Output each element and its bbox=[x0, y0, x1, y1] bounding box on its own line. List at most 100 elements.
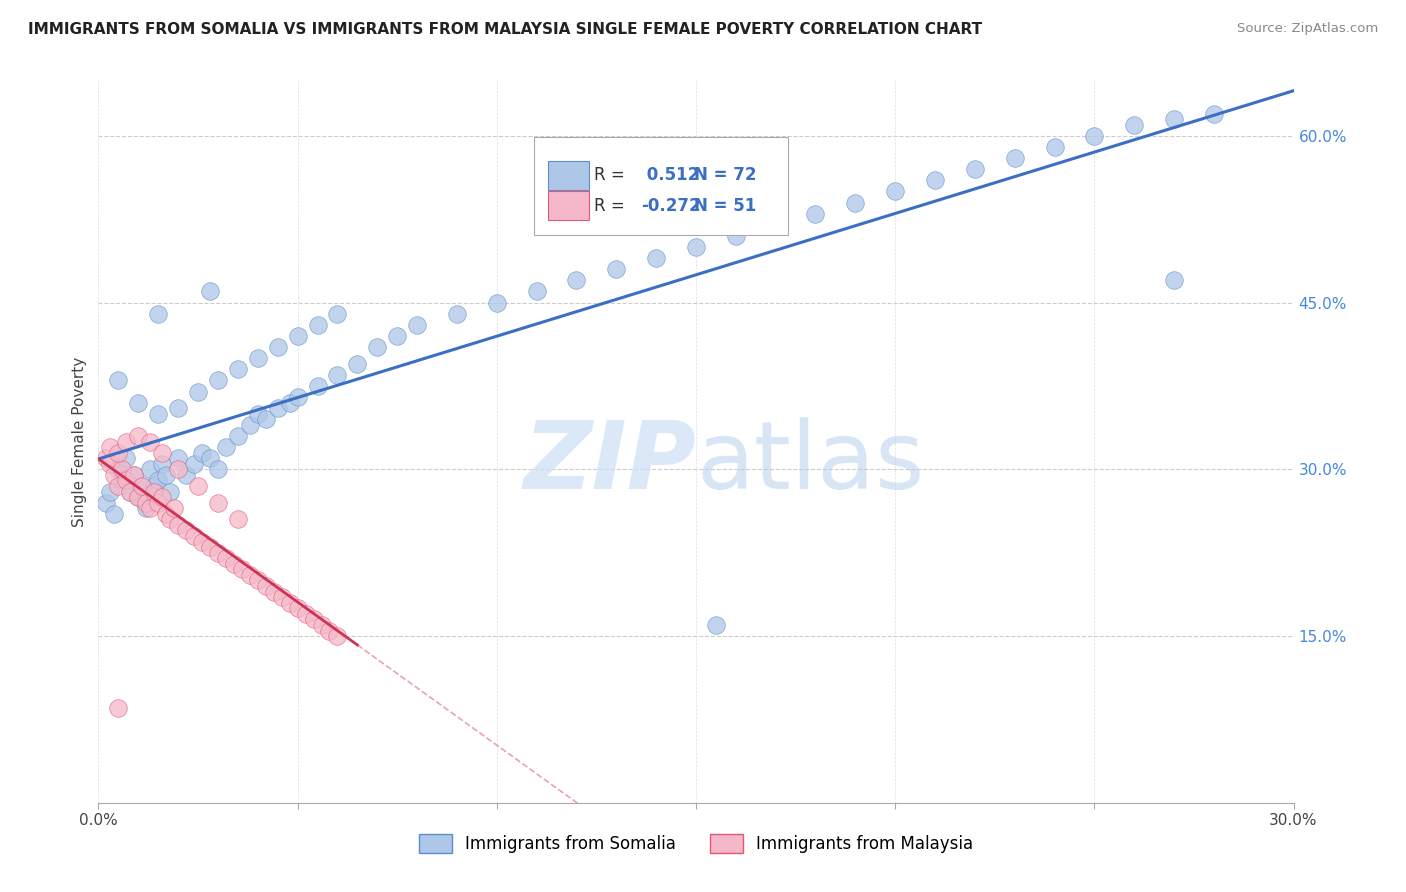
Point bbox=[167, 517, 190, 532]
Point bbox=[287, 329, 309, 343]
Point bbox=[150, 445, 173, 459]
Point bbox=[239, 417, 262, 432]
Point bbox=[98, 457, 122, 471]
Point bbox=[215, 551, 238, 566]
Point bbox=[148, 496, 170, 510]
Point bbox=[139, 501, 162, 516]
Point bbox=[1123, 118, 1146, 132]
Point bbox=[191, 445, 214, 459]
Point bbox=[127, 395, 149, 409]
Text: N = 51: N = 51 bbox=[695, 196, 756, 215]
Point bbox=[605, 262, 627, 277]
Point bbox=[267, 340, 290, 354]
Text: IMMIGRANTS FROM SOMALIA VS IMMIGRANTS FROM MALAYSIA SINGLE FEMALE POVERTY CORREL: IMMIGRANTS FROM SOMALIA VS IMMIGRANTS FR… bbox=[28, 22, 983, 37]
Point bbox=[307, 379, 329, 393]
Point bbox=[127, 490, 149, 504]
Point bbox=[120, 484, 142, 499]
Point bbox=[183, 529, 205, 543]
Point bbox=[96, 451, 118, 466]
Point bbox=[231, 562, 253, 576]
Point bbox=[804, 207, 827, 221]
Point bbox=[924, 173, 946, 187]
Text: ZIP: ZIP bbox=[523, 417, 696, 509]
Point bbox=[127, 490, 149, 504]
Point bbox=[246, 351, 269, 366]
Point bbox=[187, 479, 209, 493]
Point bbox=[198, 451, 221, 466]
Point bbox=[226, 362, 249, 376]
Text: atlas: atlas bbox=[696, 417, 924, 509]
Point bbox=[1163, 273, 1185, 287]
Point bbox=[1043, 140, 1066, 154]
Point bbox=[120, 484, 142, 499]
Point bbox=[148, 407, 170, 421]
Point bbox=[107, 445, 129, 459]
Point bbox=[844, 195, 866, 210]
Point bbox=[1004, 151, 1026, 165]
Point bbox=[107, 701, 129, 715]
Point bbox=[254, 412, 277, 426]
Point bbox=[307, 318, 329, 332]
Point bbox=[287, 601, 309, 615]
Point bbox=[135, 501, 157, 516]
Point bbox=[150, 490, 173, 504]
Point bbox=[143, 479, 166, 493]
Point bbox=[115, 451, 138, 466]
Text: 0.512: 0.512 bbox=[641, 166, 700, 185]
Text: R =: R = bbox=[593, 196, 624, 215]
Point bbox=[98, 484, 122, 499]
Point bbox=[526, 285, 548, 299]
Point bbox=[207, 462, 229, 476]
Point bbox=[107, 462, 129, 476]
Point bbox=[155, 467, 177, 482]
Point bbox=[963, 162, 986, 177]
Point bbox=[326, 629, 349, 643]
Point bbox=[645, 251, 668, 265]
Point bbox=[207, 496, 229, 510]
Point bbox=[287, 390, 309, 404]
Point bbox=[198, 540, 221, 554]
Point bbox=[111, 474, 134, 488]
Point bbox=[302, 612, 325, 626]
Point bbox=[159, 512, 181, 526]
Point bbox=[884, 185, 907, 199]
Point bbox=[163, 501, 186, 516]
Point bbox=[135, 496, 157, 510]
Point bbox=[222, 557, 245, 571]
Point bbox=[96, 496, 118, 510]
Point bbox=[406, 318, 429, 332]
Point bbox=[150, 457, 173, 471]
Point bbox=[131, 479, 153, 493]
Point bbox=[485, 295, 508, 310]
Point bbox=[207, 373, 229, 387]
Point bbox=[167, 401, 190, 416]
Point bbox=[246, 407, 269, 421]
Point bbox=[111, 462, 134, 476]
Point bbox=[215, 440, 238, 454]
Point bbox=[155, 507, 177, 521]
Point bbox=[1083, 128, 1105, 143]
Point bbox=[366, 340, 388, 354]
Point bbox=[267, 401, 290, 416]
Point bbox=[191, 534, 214, 549]
Point bbox=[115, 434, 138, 449]
Point bbox=[294, 607, 316, 621]
Point bbox=[226, 429, 249, 443]
Point bbox=[139, 434, 162, 449]
Point bbox=[183, 457, 205, 471]
Point bbox=[311, 618, 333, 632]
Point bbox=[187, 384, 209, 399]
Point bbox=[98, 440, 122, 454]
Point bbox=[446, 307, 468, 321]
Point bbox=[107, 373, 129, 387]
Point bbox=[167, 451, 190, 466]
Point bbox=[239, 568, 262, 582]
Point bbox=[127, 429, 149, 443]
Point bbox=[124, 467, 146, 482]
Point bbox=[103, 467, 125, 482]
Point bbox=[278, 395, 301, 409]
Point bbox=[139, 462, 162, 476]
Point bbox=[565, 273, 588, 287]
Point bbox=[107, 479, 129, 493]
Point bbox=[254, 579, 277, 593]
